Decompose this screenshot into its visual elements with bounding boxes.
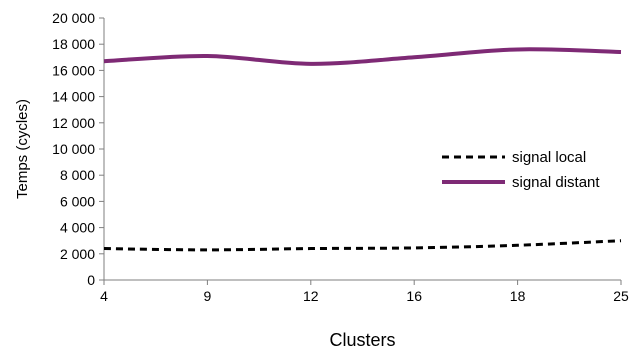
x-tick-label: 9 bbox=[204, 288, 212, 304]
y-tick-label: 16 000 bbox=[52, 62, 95, 78]
series-layer bbox=[103, 47, 622, 252]
y-tick-label: 4 000 bbox=[60, 220, 95, 236]
x-tick-label: 12 bbox=[303, 288, 319, 304]
x-tick-label: 25 bbox=[613, 288, 629, 304]
x-tick-label: 4 bbox=[100, 288, 108, 304]
tick-layer: 0 2 000 4 000 6 000 8 000 10 000 12 000 14 000 1… bbox=[52, 10, 629, 304]
y-tick-label: 14 000 bbox=[52, 89, 95, 105]
y-tick-label: 0 bbox=[87, 272, 95, 288]
y-tick-label: 2 000 bbox=[60, 246, 95, 262]
x-tick-label: 16 bbox=[406, 288, 422, 304]
legend-label: signal local bbox=[512, 149, 586, 166]
series-line-signal-distant bbox=[103, 47, 622, 66]
y-tick-label: 18 000 bbox=[52, 36, 95, 52]
axes bbox=[103, 18, 621, 281]
y-tick-label: 10 000 bbox=[52, 141, 95, 157]
y-tick-label: 8 000 bbox=[60, 167, 95, 183]
y-tick-label: 20 000 bbox=[52, 10, 95, 26]
series-line-signal-local bbox=[103, 239, 622, 252]
legend: signal local signal distant bbox=[442, 149, 600, 191]
y-axis-title: Temps (cycles) bbox=[14, 99, 31, 199]
y-tick-label: 6 000 bbox=[60, 193, 95, 209]
y-tick-label: 12 000 bbox=[52, 115, 95, 131]
x-tick-label: 18 bbox=[510, 288, 526, 304]
legend-label: signal distant bbox=[512, 174, 600, 191]
x-axis-title: Clusters bbox=[329, 330, 395, 350]
